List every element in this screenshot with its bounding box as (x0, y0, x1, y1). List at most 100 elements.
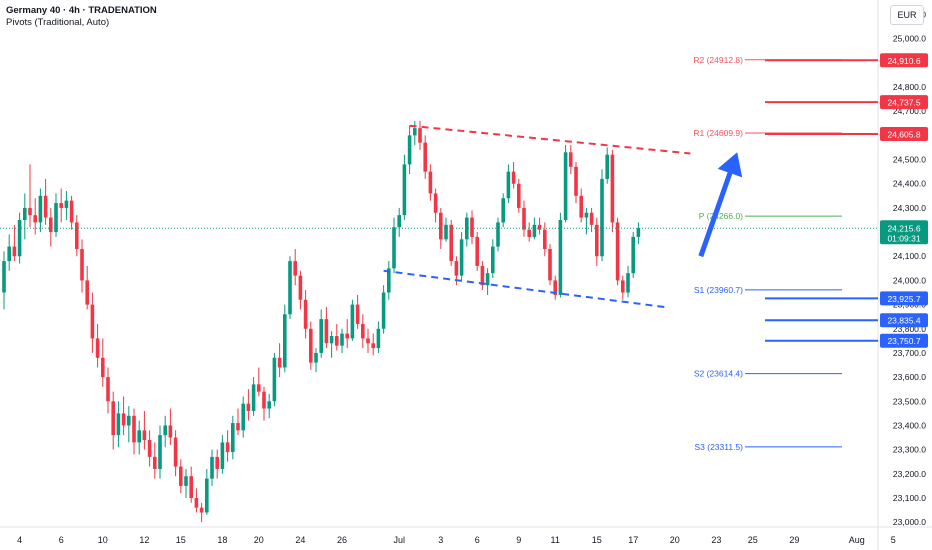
candle-body[interactable] (558, 219, 563, 295)
candle-body[interactable] (38, 195, 43, 223)
candle-body[interactable] (127, 415, 131, 426)
candle-body[interactable] (433, 193, 438, 213)
candle-body[interactable] (163, 425, 167, 436)
candle-body[interactable] (267, 401, 271, 409)
candle-body[interactable] (277, 357, 282, 368)
candle-body[interactable] (168, 425, 173, 438)
candle-body[interactable] (381, 292, 386, 329)
candle-body[interactable] (548, 248, 552, 281)
candle-body[interactable] (392, 227, 396, 269)
candle-body[interactable] (236, 423, 240, 431)
candle-body[interactable] (459, 239, 464, 276)
candle-body[interactable] (480, 265, 485, 286)
candle-body[interactable] (324, 319, 329, 344)
candle-body[interactable] (23, 207, 27, 220)
candle-body[interactable] (470, 217, 474, 237)
candle-body[interactable] (475, 236, 479, 266)
candle-body[interactable] (59, 203, 63, 208)
candle-body[interactable] (350, 304, 355, 339)
candle-body[interactable] (288, 261, 292, 315)
candle-body[interactable] (184, 476, 188, 486)
candle-body[interactable] (54, 203, 58, 233)
candle-body[interactable] (532, 224, 537, 237)
candle-body[interactable] (543, 229, 547, 249)
candle-body[interactable] (511, 171, 516, 184)
candle-body[interactable] (439, 212, 443, 240)
candle-body[interactable] (314, 352, 318, 363)
candle-body[interactable] (262, 391, 266, 409)
candle-body[interactable] (293, 261, 297, 276)
candle-body[interactable] (387, 268, 391, 293)
candle-body[interactable] (17, 219, 22, 257)
candle-body[interactable] (309, 328, 313, 363)
candle-body[interactable] (251, 384, 256, 411)
candle-body[interactable] (496, 222, 500, 247)
candle-body[interactable] (246, 403, 251, 411)
candle-body[interactable] (428, 171, 433, 194)
candle-body[interactable] (220, 442, 225, 469)
candle-body[interactable] (569, 152, 573, 167)
candle-body[interactable] (43, 195, 48, 218)
candle-body[interactable] (2, 261, 6, 293)
candle-body[interactable] (626, 273, 630, 293)
candle-body[interactable] (257, 384, 261, 392)
candle-body[interactable] (340, 333, 344, 346)
candle-body[interactable] (615, 222, 620, 281)
candle-body[interactable] (397, 215, 401, 228)
candle-body[interactable] (173, 437, 178, 467)
candle-body[interactable] (85, 280, 89, 305)
candle-body[interactable] (371, 343, 375, 349)
candle-body[interactable] (225, 442, 230, 453)
candle-body[interactable] (605, 154, 609, 179)
indicator-label[interactable]: Pivots (Traditional, Auto) (6, 17, 110, 28)
candle-body[interactable] (298, 275, 303, 300)
candle-body[interactable] (121, 413, 126, 426)
candle-body[interactable] (95, 338, 100, 358)
candle-body[interactable] (376, 328, 381, 349)
candle-body[interactable] (465, 217, 469, 240)
candle-body[interactable] (553, 280, 557, 295)
candle-body[interactable] (621, 280, 625, 293)
candle-body[interactable] (485, 273, 490, 286)
candle-body[interactable] (600, 178, 604, 257)
candle-body[interactable] (361, 323, 365, 339)
currency-button[interactable]: EUR (890, 5, 924, 25)
resistance-trendline[interactable] (409, 124, 691, 155)
candle-body[interactable] (28, 207, 32, 216)
candle-body[interactable] (199, 507, 204, 513)
candle-body[interactable] (137, 430, 141, 443)
candle-body[interactable] (574, 166, 578, 196)
candle-body[interactable] (501, 198, 505, 223)
candle-body[interactable] (205, 478, 209, 513)
candle-body[interactable] (194, 497, 199, 508)
candle-body[interactable] (355, 304, 360, 324)
candle-body[interactable] (241, 403, 245, 431)
candle-body[interactable] (537, 224, 542, 230)
candle-body[interactable] (563, 152, 568, 220)
candle-body[interactable] (12, 246, 17, 257)
candle-body[interactable] (69, 200, 74, 223)
candle-body[interactable] (147, 439, 152, 457)
candle-body[interactable] (454, 261, 459, 276)
candle-body[interactable] (517, 183, 521, 208)
candle-body[interactable] (272, 357, 277, 402)
candle-body[interactable] (64, 200, 69, 208)
candle-body[interactable] (142, 430, 147, 440)
candle-body[interactable] (7, 246, 11, 262)
projection-arrow[interactable] (698, 152, 743, 258)
candle-body[interactable] (527, 229, 531, 237)
candle-body[interactable] (231, 423, 235, 453)
candle-body[interactable] (153, 456, 157, 469)
candle-body[interactable] (335, 336, 339, 346)
candle-body[interactable] (116, 413, 121, 436)
candle-body[interactable] (49, 217, 53, 233)
candle-body[interactable] (636, 228, 641, 237)
candle-body[interactable] (506, 171, 511, 199)
candle-body[interactable] (579, 195, 583, 218)
candle-body[interactable] (179, 466, 183, 486)
candle-body[interactable] (491, 246, 495, 274)
candle-body[interactable] (423, 142, 427, 172)
candle-body[interactable] (407, 135, 412, 165)
candle-body[interactable] (90, 304, 95, 339)
